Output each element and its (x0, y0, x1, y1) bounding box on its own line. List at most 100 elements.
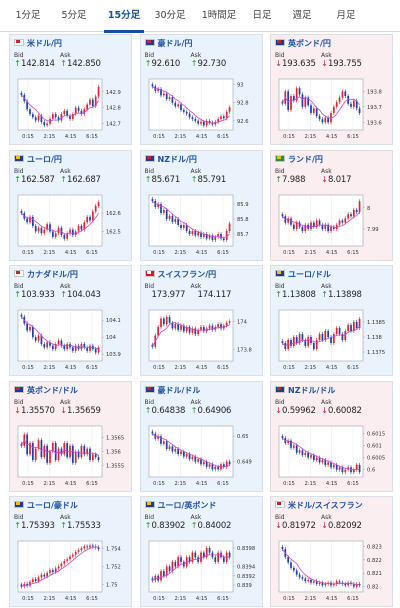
candle-body (46, 445, 48, 463)
candle-body (60, 448, 63, 454)
x-tick-label: 2:15 (174, 134, 186, 140)
candle-body (179, 451, 182, 454)
x-tick-label: 4:15 (195, 365, 207, 371)
candle-body (321, 459, 324, 462)
currency-pair-card[interactable]: ユーロ/ドル Bid Ask ↑1.13808 ↑1.13898 1.1385 1.138 1… (270, 265, 393, 376)
pair-title[interactable]: NZドル/ドル (275, 385, 335, 396)
candle-body (94, 349, 97, 353)
currency-pair-card[interactable]: 豪ドル/円 Bid Ask ↑92.610 ↑92.730 93 92.8 92.6 0:15 2… (139, 34, 263, 145)
candle-body (34, 225, 37, 231)
candle-body (216, 466, 219, 469)
pair-title[interactable]: 豪ドル/円 (144, 38, 192, 49)
y-tick-label: 142.9 (106, 90, 121, 96)
currency-pair-card[interactable]: ランド/円 Bid Ask ↑7.988 ↓8.017 8 7.99 0:15 2:15 4:15… (270, 149, 393, 261)
currency-pair-card[interactable]: カナダドル/円 Bid Ask ↑103.933 ↑104.043 104.1 104 103… (9, 265, 132, 376)
currency-pair-card[interactable]: NZドル/ドル Bid Ask ↓0.59962 ↓0.60082 0.6015 0.601… (270, 380, 393, 492)
currency-pair-card[interactable]: NZドル/円 Bid Ask ↑85.671 ↑85.791 85.9 85.8 85.7 0:… (139, 149, 263, 261)
candle-body (324, 331, 327, 340)
mini-candlestick-chart[interactable]: 174 173.8 0:15 2:15 4:15 6:15 (145, 306, 260, 373)
chart-svg: 0.823 0.822 0.821 0.82 0:15 2:15 4:15 6:15 (278, 540, 382, 602)
ask-label: Ask (190, 167, 202, 175)
candle-body (327, 224, 329, 231)
pair-name: 豪ドル/ドル (157, 385, 201, 395)
mini-candlestick-chart[interactable]: 0.823 0.822 0.821 0.82 0:15 2:15 4:15 6:15 (275, 537, 390, 604)
mini-candlestick-chart[interactable]: 1.1385 1.138 1.1375 0:15 2:15 4:15 6:15 (275, 306, 390, 373)
mini-candlestick-chart[interactable]: 104.1 104 103.9 0:15 2:15 4:15 6:15 (14, 306, 129, 373)
tab-30min[interactable]: 30分足 (154, 10, 186, 21)
x-tick-label: 2:15 (305, 596, 317, 602)
mini-candlestick-chart[interactable]: 8 7.99 0:15 2:15 4:15 6:15 (275, 191, 390, 258)
ask-price: ↓193.755 (321, 59, 362, 69)
currency-pair-card[interactable]: 米ドル/スイスフラン Bid Ask ↓0.81972 ↓0.82092 0.823 0.8… (270, 496, 393, 607)
mini-candlestick-chart[interactable]: 142.9 142.8 142.7 0:15 2:15 4:15 6:15 (14, 75, 129, 142)
candle-body (92, 453, 94, 460)
tab-daily[interactable]: 日足 (252, 10, 272, 21)
candle-body (333, 106, 335, 113)
currency-pair-card[interactable]: ユーロ/円 Bid Ask ↑162.587 ↑162.687 162.6 162.5 0:1… (9, 149, 132, 261)
plot-area (148, 78, 233, 131)
mini-candlestick-chart[interactable]: 85.9 85.8 85.7 0:15 2:15 4:15 6:15 (145, 191, 260, 258)
candle-body (213, 236, 216, 240)
tab-weekly[interactable]: 週足 (292, 10, 312, 21)
pair-title[interactable]: 英ポンド/ドル (14, 385, 78, 396)
au-flag-icon (144, 385, 155, 393)
candle-body (94, 96, 97, 107)
currency-pair-card[interactable]: 英ポンド/ドル Bid Ask ↓1.35570 ↓1.35659 1.3565 1.356… (9, 380, 132, 492)
tab-5min[interactable]: 5分足 (61, 10, 87, 21)
candle-body (344, 583, 347, 586)
pair-title[interactable]: ユーロ/豪ドル (14, 500, 78, 511)
currency-pair-card[interactable]: 豪ドル/ドル Bid Ask ↑0.64838 ↑0.64906 0.65 0.649 0:1… (139, 380, 263, 492)
mini-candlestick-chart[interactable]: 0.6015 0.601 0.6005 0.6 0:15 2:15 4:15 6:15 (275, 422, 390, 489)
tab-monthly[interactable]: 月足 (336, 10, 356, 21)
mini-candlestick-chart[interactable]: 162.6 162.5 0:15 2:15 4:15 6:15 (14, 191, 129, 258)
candle-body (29, 442, 31, 454)
candle-body (54, 442, 57, 460)
pair-title[interactable]: ユーロ/円 (14, 154, 62, 165)
candle-body (49, 342, 51, 346)
ask-value: 1.75533 (67, 521, 101, 531)
currency-pair-card[interactable]: ユーロ/英ポンド Bid Ask ↑0.83902 ↑0.84002 0.8398 0.83… (139, 496, 263, 607)
candle-body (57, 566, 60, 569)
currency-pair-card[interactable]: 米ドル/円 Bid Ask ↑142.814 ↑142.850 142.9 142.8 142… (9, 34, 132, 145)
candle-body (193, 230, 196, 235)
tab-1min[interactable]: 1分足 (15, 10, 41, 21)
candle-body (66, 559, 68, 562)
pair-title[interactable]: 豪ドル/ドル (144, 385, 201, 396)
pair-title[interactable]: NZドル/円 (144, 154, 197, 165)
pair-title[interactable]: ランド/円 (275, 154, 323, 165)
candle-body (281, 435, 284, 438)
candle-body (52, 442, 54, 451)
currency-pair-card[interactable]: 英ポンド/円 Bid Ask ↓193.635 ↓193.755 193.8 193.7 19… (270, 34, 393, 145)
x-tick-label: 4:15 (326, 596, 338, 602)
plot-area (278, 309, 364, 362)
mini-candlestick-chart[interactable]: 1.3565 1.356 1.3555 0:15 2:15 4:15 6:15 (14, 422, 129, 489)
candle-body (34, 579, 37, 582)
x-tick-label: 2:15 (305, 134, 317, 140)
candle-body (176, 104, 179, 107)
candle-body (355, 583, 358, 587)
candle-body (54, 114, 57, 118)
pair-title[interactable]: カナダドル/円 (14, 269, 78, 280)
candle-body (151, 431, 153, 434)
candle-body (347, 325, 349, 331)
mini-candlestick-chart[interactable]: 0.65 0.649 0:15 2:15 4:15 6:15 (145, 422, 260, 489)
bid-label: Bid (144, 283, 155, 290)
pair-title[interactable]: ユーロ/ドル (275, 269, 331, 280)
mini-candlestick-chart[interactable]: 1.754 1.752 1.75 0:15 2:15 4:15 6:15 (14, 537, 129, 604)
pair-title[interactable]: ユーロ/英ポンド (144, 500, 216, 511)
currency-pair-card[interactable]: ユーロ/豪ドル Bid Ask ↑1.75393 ↑1.75533 1.754 1.752 1… (9, 496, 132, 607)
mini-candlestick-chart[interactable]: 93 92.8 92.6 0:15 2:15 4:15 6:15 (145, 75, 260, 142)
y-tick-label: 162.5 (106, 229, 121, 235)
currency-pair-card[interactable]: スイスフラン/円 Bid Ask 173.977 174.117 174 173.8 0:15… (139, 265, 263, 376)
tab-15min[interactable]: 15分足 (100, 0, 148, 33)
pair-title[interactable]: 英ポンド/円 (275, 38, 331, 49)
candle-body (330, 226, 332, 231)
chart-svg: 0.65 0.649 0:15 2:15 4:15 6:15 (148, 425, 251, 487)
mini-candlestick-chart[interactable]: 193.8 193.7 193.6 0:15 2:15 4:15 6:15 (275, 75, 390, 142)
pair-title[interactable]: 米ドル/円 (14, 38, 62, 49)
tab-1hour[interactable]: 1時間足 (201, 10, 237, 21)
mini-candlestick-chart[interactable]: 0.8398 0.8394 0.8392 0.839 0:15 2:15 4:15 6:15 (145, 537, 260, 604)
eu-flag-icon (144, 501, 155, 508)
pair-title[interactable]: 米ドル/スイスフラン (275, 500, 363, 511)
pair-title[interactable]: スイスフラン/円 (144, 269, 216, 280)
